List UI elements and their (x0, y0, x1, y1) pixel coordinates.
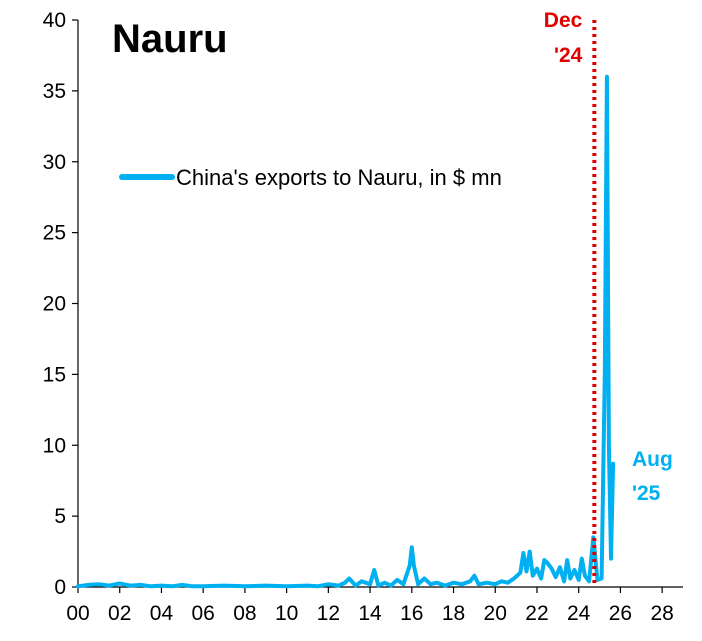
x-tick-label: 18 (442, 602, 465, 625)
y-tick-label: 10 (43, 434, 66, 457)
y-tick-label: 15 (43, 363, 66, 386)
legend: China's exports to Nauru, in $ mn (119, 165, 502, 190)
series-layer (76, 74, 616, 589)
x-tick-label: 28 (650, 602, 673, 625)
y-tick-label: 0 (54, 576, 66, 599)
chart-title: Nauru (112, 17, 228, 61)
x-tick-label: 08 (233, 602, 256, 625)
y-tick-label: 30 (43, 151, 66, 174)
x-tick-label: 16 (400, 602, 423, 625)
x-tick-label: 12 (317, 602, 340, 625)
x-tick-label: 22 (525, 602, 548, 625)
y-tick-label: 40 (43, 9, 66, 32)
dec-24-label: Dec (544, 9, 583, 32)
axes (77, 20, 683, 588)
x-tick-label: 10 (275, 602, 298, 625)
y-tick-label: 25 (43, 222, 66, 245)
y-tick-label: 5 (54, 505, 66, 528)
dec-24-label-year: '24 (554, 44, 583, 67)
aug-25-label-year: '25 (632, 482, 661, 505)
y-axis: 0 5 10 15 20 25 30 35 40 (43, 9, 78, 599)
x-tick-label: 14 (358, 602, 382, 625)
series-line (76, 74, 616, 589)
x-tick-label: 02 (108, 602, 131, 625)
annotations: Dec '24 Aug '25 (544, 9, 673, 587)
y-tick-label: 20 (43, 293, 66, 316)
x-axis: 00 02 04 06 08 10 12 14 16 18 20 22 24 26 28 (66, 587, 674, 625)
aug-25-label: Aug (632, 448, 673, 471)
x-tick-label: 26 (609, 602, 632, 625)
legend-label: China's exports to Nauru, in $ mn (176, 165, 502, 190)
x-tick-label: 20 (484, 602, 507, 625)
y-tick-label: 35 (43, 80, 66, 103)
x-tick-label: 00 (66, 602, 89, 625)
x-tick-label: 24 (567, 602, 591, 625)
x-tick-label: 04 (150, 602, 174, 625)
x-tick-label: 06 (191, 602, 214, 625)
